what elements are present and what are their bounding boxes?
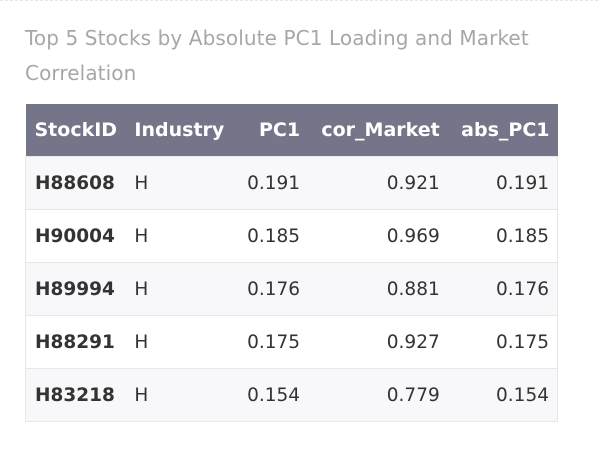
cell-industry: H: [126, 368, 237, 422]
cell-abs-pc1: 0.191: [447, 156, 558, 210]
cell-abs-pc1: 0.175: [447, 315, 558, 369]
cell-cor-market: 0.969: [308, 209, 448, 263]
cell-stockid: H90004: [25, 209, 127, 263]
column-header-pc1: PC1: [236, 104, 309, 157]
cell-pc1: 0.176: [236, 262, 309, 316]
table-caption: Top 5 Stocks by Absolute PC1 Loading and…: [25, 26, 529, 85]
cell-cor-market: 0.881: [308, 262, 448, 316]
table-header-row: StockID Industry PC1 cor_Market abs_PC1: [25, 104, 558, 157]
column-header-abs-pc1: abs_PC1: [447, 104, 558, 157]
table-row: H83218 H 0.154 0.779 0.154: [25, 368, 558, 422]
cell-stockid: H89994: [25, 262, 127, 316]
cell-pc1: 0.154: [236, 368, 309, 422]
cell-abs-pc1: 0.154: [447, 368, 558, 422]
cell-pc1: 0.175: [236, 315, 309, 369]
cell-pc1: 0.191: [236, 156, 309, 210]
cell-abs-pc1: 0.185: [447, 209, 558, 263]
cell-cor-market: 0.927: [308, 315, 448, 369]
cell-industry: H: [126, 209, 237, 263]
table-row: H89994 H 0.176 0.881 0.176: [25, 262, 558, 316]
cell-stockid: H83218: [25, 368, 127, 422]
cell-industry: H: [126, 315, 237, 369]
cell-industry: H: [126, 262, 237, 316]
top-divider: [0, 0, 598, 1]
table-row: H88608 H 0.191 0.921 0.191: [25, 156, 558, 210]
cell-stockid: H88608: [25, 156, 127, 210]
column-header-stockid: StockID: [25, 104, 127, 157]
cell-cor-market: 0.921: [308, 156, 448, 210]
cell-industry: H: [126, 156, 237, 210]
cell-pc1: 0.185: [236, 209, 309, 263]
stocks-table: StockID Industry PC1 cor_Market abs_PC1 …: [25, 104, 558, 422]
table-row: H88291 H 0.175 0.927 0.175: [25, 315, 558, 369]
table-row: H90004 H 0.185 0.969 0.185: [25, 209, 558, 263]
column-header-industry: Industry: [126, 104, 237, 157]
cell-abs-pc1: 0.176: [447, 262, 558, 316]
cell-cor-market: 0.779: [308, 368, 448, 422]
column-header-cor-market: cor_Market: [308, 104, 448, 157]
cell-stockid: H88291: [25, 315, 127, 369]
